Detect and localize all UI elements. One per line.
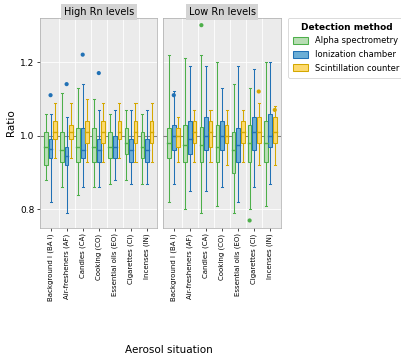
Bar	[176, 129, 180, 147]
Bar	[65, 147, 69, 165]
Bar	[129, 140, 133, 162]
Text: Aerosol situation: Aerosol situation	[125, 345, 212, 355]
Bar	[60, 132, 64, 162]
Bar	[141, 132, 144, 158]
Point	[63, 81, 70, 87]
Bar	[204, 117, 208, 151]
Bar	[49, 140, 53, 158]
Bar	[172, 125, 176, 151]
Bar	[236, 129, 240, 162]
Bar	[108, 132, 112, 158]
Bar	[241, 121, 245, 143]
Bar	[44, 132, 48, 165]
Bar	[200, 126, 203, 162]
Bar	[273, 117, 277, 143]
Title: Low Rn levels: Low Rn levels	[188, 7, 255, 17]
Bar	[232, 132, 235, 173]
Y-axis label: Ratio: Ratio	[6, 109, 16, 136]
Bar	[264, 121, 267, 162]
Bar	[85, 121, 89, 143]
Bar	[220, 121, 224, 151]
Bar	[188, 121, 192, 154]
Bar	[257, 117, 261, 143]
Bar	[209, 121, 213, 147]
Point	[95, 70, 102, 76]
Title: High Rn levels: High Rn levels	[64, 7, 134, 17]
Legend: Alpha spectrometry, Ionization chamber, Scintillation counter: Alpha spectrometry, Ionization chamber, …	[288, 18, 401, 78]
Bar	[97, 140, 101, 162]
Bar	[117, 121, 121, 140]
Point	[79, 52, 86, 58]
Bar	[145, 140, 149, 162]
Point	[246, 218, 253, 223]
Bar	[76, 129, 80, 162]
Bar	[183, 125, 187, 162]
Point	[170, 92, 177, 98]
Bar	[134, 121, 138, 143]
Bar	[216, 125, 219, 162]
Bar	[192, 121, 196, 143]
Bar	[125, 129, 128, 154]
Bar	[167, 129, 171, 158]
Bar	[248, 125, 251, 162]
Point	[271, 107, 278, 113]
Point	[47, 92, 54, 98]
Bar	[268, 114, 272, 147]
Bar	[69, 125, 73, 140]
Point	[198, 22, 205, 28]
Bar	[225, 125, 229, 143]
Bar	[113, 136, 117, 158]
Bar	[81, 129, 85, 158]
Bar	[53, 121, 57, 140]
Point	[255, 89, 262, 94]
Bar	[92, 129, 96, 162]
Bar	[252, 117, 256, 151]
Bar	[101, 121, 105, 143]
Bar	[150, 121, 154, 143]
